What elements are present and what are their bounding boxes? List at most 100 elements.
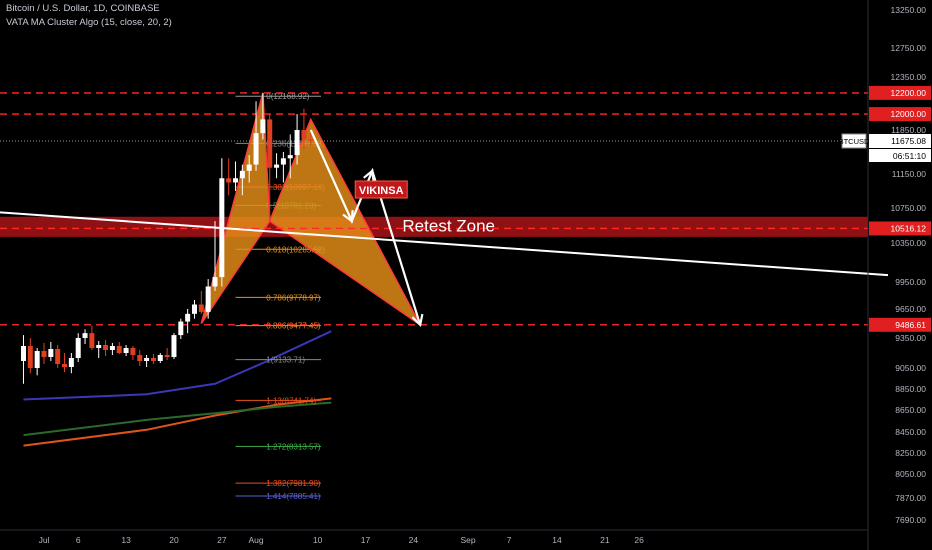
time-tick-label: 7	[507, 535, 512, 545]
candle-body	[233, 178, 239, 183]
candle-body	[27, 346, 33, 368]
time-tick-label: Aug	[248, 535, 263, 545]
projection-arrow-1	[342, 210, 354, 224]
candle-body	[246, 164, 252, 171]
candle-body	[48, 349, 54, 357]
price-tick-label: 8250.00	[895, 448, 926, 458]
ma-orange-line	[23, 397, 332, 447]
time-tick-label: 20	[169, 535, 179, 545]
time-tick-label: 17	[361, 535, 371, 545]
price-tick-label: 10750.00	[891, 203, 927, 213]
candle-body	[150, 358, 156, 361]
candle-body	[82, 333, 88, 338]
candle-body	[103, 345, 109, 350]
fib-level-label: 0.786(9778.97)	[266, 293, 321, 302]
time-tick-label: 14	[552, 535, 562, 545]
fib-level-label: 0.886(9477.45)	[266, 322, 321, 331]
price-level-badge-label: 9486.61	[895, 320, 926, 330]
price-axis[interactable]: 13250.00 12750.00 12350.00 11850.00 11150.00…	[839, 0, 931, 550]
candle-body	[62, 364, 68, 367]
annotation-layer: VIKINSA Retest Zone	[354, 180, 495, 235]
candle-body	[20, 346, 26, 361]
candle-body	[130, 348, 136, 355]
price-tick-label: 11150.00	[892, 169, 926, 179]
candle-body	[157, 355, 163, 361]
symbol-tag	[841, 133, 867, 149]
candle-body	[308, 139, 314, 141]
price-tick-label: 12350.00	[891, 72, 927, 82]
retest-zone-layer	[0, 216, 868, 237]
watermark-badge	[354, 180, 408, 199]
candle-body	[205, 286, 211, 312]
trendline-layer	[0, 211, 889, 277]
price-tick-label: 7690.00	[895, 515, 926, 525]
candle-body	[55, 349, 61, 364]
time-tick-label: 10	[313, 535, 323, 545]
ma-blue-line	[23, 330, 332, 401]
symbol-legend[interactable]: Bitcoin / U.S. Dollar, 1D, COINBASE	[6, 3, 160, 14]
candle-body	[178, 321, 184, 336]
price-tick-label: 9050.00	[895, 363, 926, 373]
fib-level-label: 1(9133.71)	[266, 356, 305, 365]
candle-body	[164, 355, 170, 357]
current-price-label: 11675.08	[891, 136, 926, 146]
fib-level-label: 1.382(7981.90)	[266, 479, 321, 488]
price-tick-label: 8850.00	[895, 384, 926, 394]
moving-average-layer	[23, 330, 332, 447]
candle-body	[109, 346, 115, 350]
candle-body	[68, 358, 74, 367]
projection-arrow-2	[363, 168, 375, 182]
time-tick-label: Sep	[461, 535, 476, 545]
time-tick-label: 21	[600, 535, 610, 545]
candle-body	[137, 355, 143, 361]
candle-body	[219, 178, 225, 278]
price-level-badge	[869, 85, 931, 100]
candle-body	[123, 348, 129, 353]
candle-body	[191, 304, 197, 314]
price-tick-label: 9350.00	[895, 333, 926, 343]
fib-level-label: 0(12168.92)	[266, 92, 309, 101]
countdown-label: 06:51:10	[893, 151, 926, 161]
candle-body	[226, 178, 232, 183]
price-tick-label: 8450.00	[895, 427, 926, 437]
price-tick-label: 7870.00	[895, 493, 926, 503]
watermark-text: VIKINSA	[359, 185, 404, 197]
price-tick-label: 9650.00	[895, 304, 926, 314]
resistance-level-layer	[0, 92, 868, 326]
candle-body	[260, 119, 266, 134]
candle-body	[253, 133, 259, 165]
price-tick-label: 13250.00	[891, 5, 927, 15]
ma-green-line	[23, 401, 332, 437]
price-tick-label: 8650.00	[895, 405, 926, 415]
fib-level-label: 1.272(8313.57)	[266, 442, 321, 451]
indicator-legend[interactable]: VATA MA Cluster Algo (15, close, 20, 2)	[6, 17, 172, 28]
candle-body	[144, 358, 150, 361]
symbol-tag-label: BTCUSD	[839, 137, 870, 146]
time-tick-label: 24	[409, 535, 419, 545]
time-tick-label: 26	[634, 535, 644, 545]
price-tick-label: 12750.00	[891, 43, 927, 53]
fib-level-label: 1.13(8741.74)	[266, 396, 316, 405]
price-tick-label: 9950.00	[895, 277, 926, 287]
time-tick-label: 6	[76, 535, 81, 545]
candles-layer	[20, 92, 314, 384]
price-level-badge-label: 10516.12	[891, 223, 927, 233]
candle-body	[301, 130, 307, 140]
candle-body	[96, 345, 102, 348]
candle-body	[267, 119, 273, 168]
candle-body	[89, 333, 95, 348]
price-level-badge	[869, 317, 931, 332]
time-axis[interactable]: Jul 6 13 20 27 Aug 10 17 24 Sep 7 14 21 26	[0, 529, 868, 545]
harmonic-leg-bd	[269, 220, 421, 326]
candle-body	[294, 130, 300, 156]
candle-body	[185, 313, 191, 322]
candle-body	[274, 164, 280, 168]
retest-zone-label: Retest Zone	[402, 216, 495, 235]
candle-body	[41, 351, 47, 357]
price-tick-label: 10350.00	[891, 238, 927, 248]
time-tick-label: 13	[121, 535, 131, 545]
retest-zone-band	[0, 216, 868, 237]
candle-body	[280, 158, 286, 165]
